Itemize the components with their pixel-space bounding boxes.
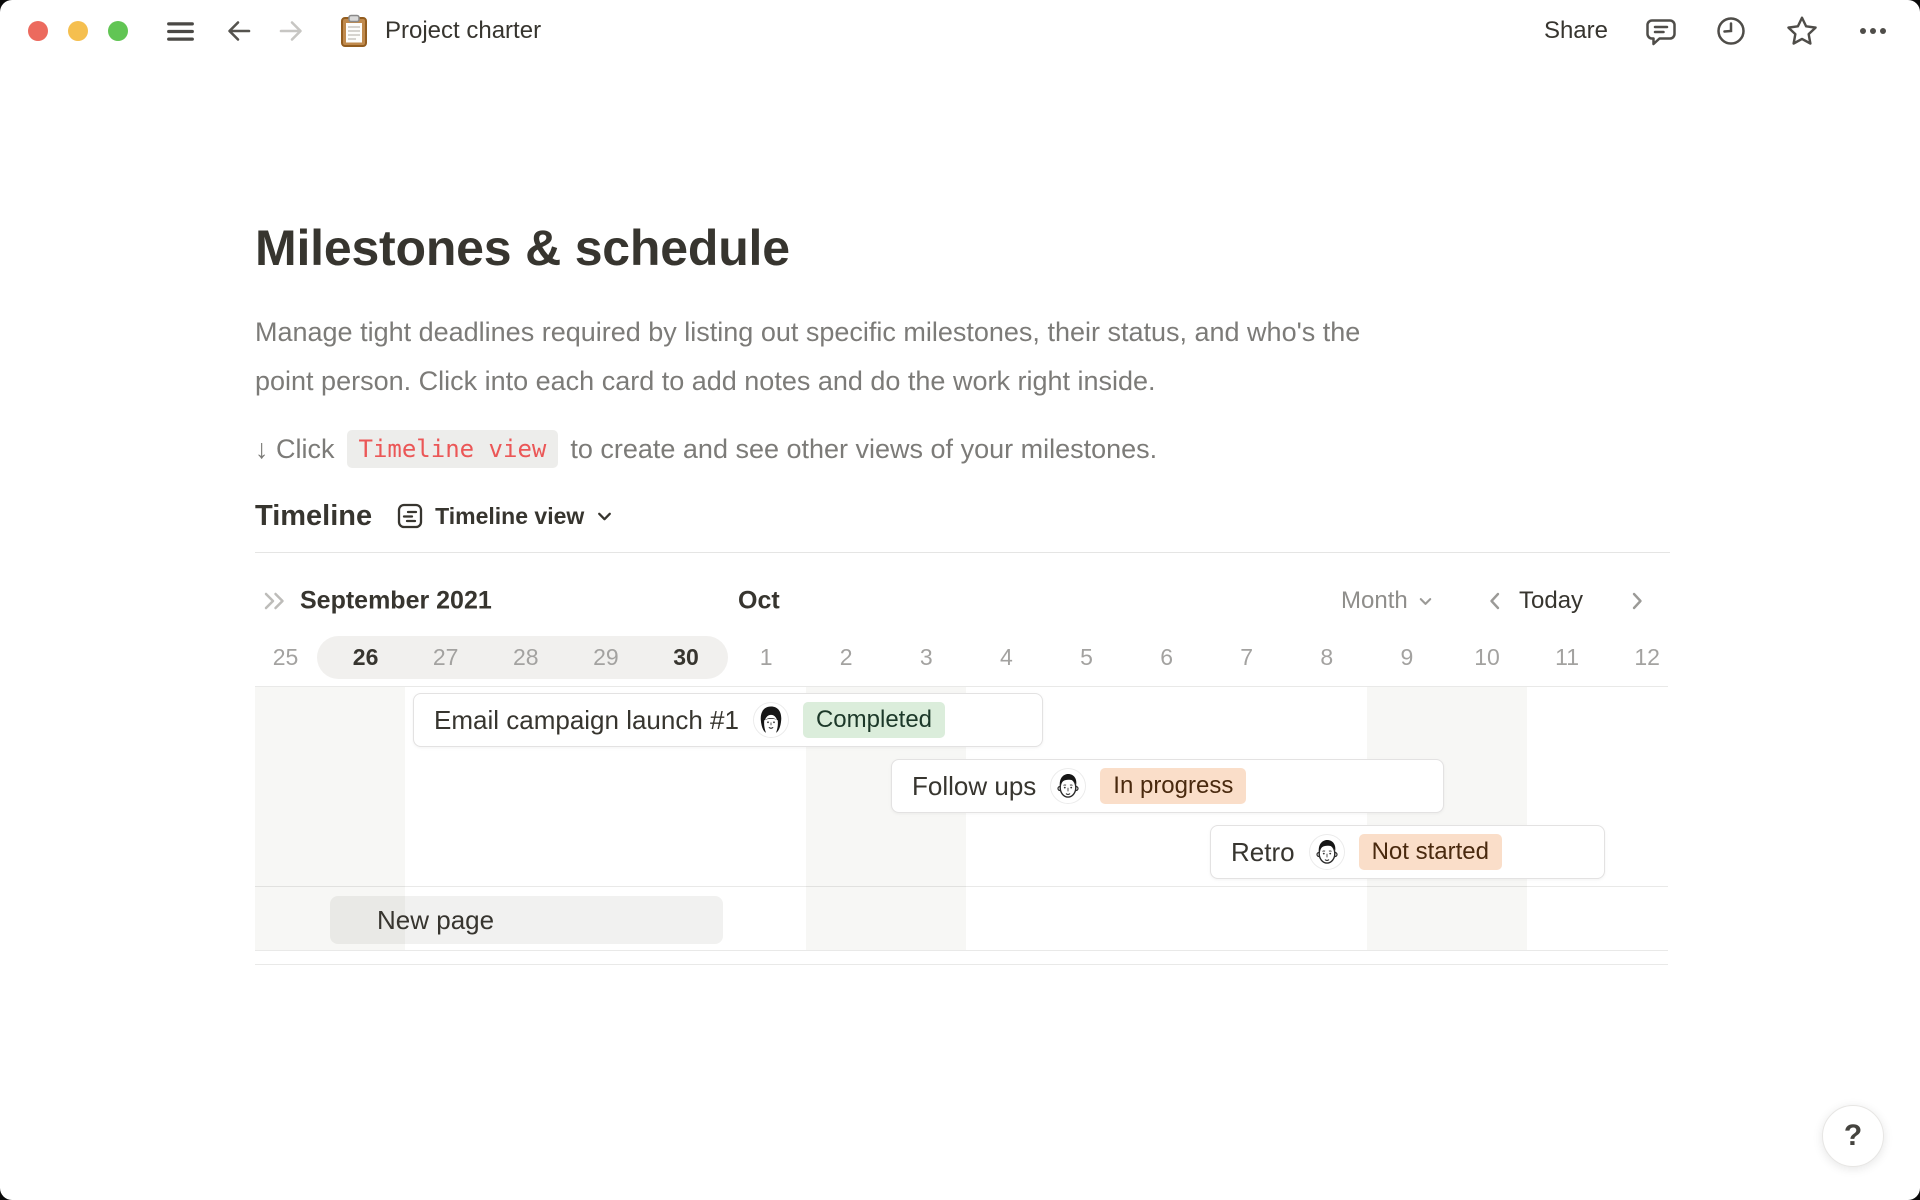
- scale-label: Month: [1341, 587, 1408, 614]
- chevron-left-icon: [1485, 589, 1505, 613]
- window-controls: [28, 21, 128, 41]
- card-title: Email campaign launch #1: [434, 704, 739, 735]
- day-cell[interactable]: 26: [352, 644, 379, 670]
- back-icon: [223, 15, 255, 47]
- forward-button[interactable]: [275, 15, 307, 47]
- selected-week-pill: [317, 636, 728, 679]
- day-cell[interactable]: 25: [272, 644, 299, 670]
- weekend-stripe: [255, 687, 405, 950]
- day-cell[interactable]: 4: [999, 644, 1013, 670]
- view-switcher-button[interactable]: Timeline view: [396, 502, 614, 530]
- comments-button[interactable]: [1644, 14, 1678, 48]
- day-cell[interactable]: 6: [1160, 644, 1173, 670]
- database-header: Timeline Timeline view: [255, 494, 1670, 538]
- timeline-body: Email campaign launch #1 Completed: [255, 686, 1668, 951]
- timeline-next-button[interactable]: [1623, 585, 1651, 617]
- day-cell[interactable]: 10: [1474, 644, 1500, 670]
- zoom-window-button[interactable]: [108, 21, 128, 41]
- timeline-bottom-divider: [255, 964, 1668, 965]
- page-title: Milestones & schedule: [255, 220, 790, 276]
- timeline-next-month-label: Oct: [738, 586, 780, 615]
- page-breadcrumb-title: Project charter: [385, 17, 542, 44]
- weekend-stripe: [1367, 687, 1527, 950]
- comment-icon: [1644, 14, 1678, 48]
- breadcrumb[interactable]: Project charter: [337, 14, 541, 48]
- status-badge: Not started: [1358, 834, 1502, 870]
- hint-suffix: to create and see other views of your mi…: [570, 433, 1158, 464]
- timeline-view-icon: [396, 502, 424, 530]
- inline-code-timeline-view: Timeline view: [346, 430, 559, 468]
- timeline-prev-button[interactable]: [1481, 585, 1509, 617]
- timeline-month-label: September 2021: [300, 586, 492, 615]
- day-cell[interactable]: 9: [1400, 644, 1414, 670]
- view-switcher-label: Timeline view: [435, 502, 585, 529]
- day-cell[interactable]: 3: [919, 644, 933, 670]
- person-avatar-woman: [753, 703, 788, 737]
- day-cell[interactable]: 12: [1634, 644, 1660, 670]
- sidebar-menu-button[interactable]: [164, 15, 197, 48]
- collapse-sidebar-button[interactable]: [255, 584, 293, 618]
- timeline-today-button[interactable]: Today: [1519, 587, 1584, 614]
- timeline-card-email-campaign[interactable]: Email campaign launch #1 Completed: [413, 693, 1043, 747]
- day-cell[interactable]: 5: [1080, 644, 1093, 670]
- chevron-down-icon: [1417, 593, 1434, 610]
- double-chevron-right-icon: [259, 588, 289, 614]
- row-divider: [255, 886, 1668, 887]
- forward-icon: [275, 15, 307, 47]
- timeline-card-retro[interactable]: Retro: [1210, 825, 1605, 879]
- chevron-down-icon: [595, 507, 614, 526]
- favorite-button[interactable]: [1784, 13, 1820, 49]
- person-avatar-man: [1051, 769, 1086, 803]
- status-badge: Completed: [802, 702, 946, 738]
- day-cell[interactable]: 7: [1240, 644, 1254, 670]
- day-cell[interactable]: 27: [432, 644, 459, 670]
- help-button[interactable]: ?: [1822, 1105, 1884, 1167]
- day-cell[interactable]: 30: [673, 644, 699, 670]
- titlebar-actions: Share: [1544, 13, 1890, 49]
- close-window-button[interactable]: [28, 21, 48, 41]
- minimize-window-button[interactable]: [68, 21, 88, 41]
- more-options-button[interactable]: [1856, 14, 1890, 48]
- chevron-right-icon: [1627, 589, 1647, 613]
- day-cell[interactable]: 28: [513, 644, 539, 670]
- day-cell[interactable]: 1: [759, 644, 773, 670]
- day-cell[interactable]: 11: [1555, 644, 1580, 670]
- clipboard-page-icon: [337, 14, 371, 48]
- page-history-button[interactable]: [1714, 14, 1748, 48]
- titlebar: Project charter Share: [0, 0, 1920, 62]
- page-content: Milestones & schedule Manage tight deadl…: [0, 218, 1920, 965]
- hint-prefix: ↓ Click: [255, 433, 335, 464]
- back-button[interactable]: [223, 15, 255, 47]
- timeline-scale-select[interactable]: Month: [1341, 587, 1434, 615]
- card-title: Retro: [1231, 836, 1295, 867]
- new-page-bar[interactable]: New page: [330, 896, 723, 944]
- day-cell[interactable]: 2: [839, 644, 853, 670]
- database-title: Timeline: [255, 499, 373, 532]
- status-badge: In progress: [1100, 768, 1247, 804]
- star-icon: [1784, 13, 1820, 49]
- more-ellipsis-icon: [1856, 14, 1890, 48]
- day-cell[interactable]: 8: [1320, 644, 1334, 670]
- section-divider: [255, 552, 1670, 553]
- day-cell[interactable]: 29: [593, 644, 619, 670]
- page-description: Manage tight deadlines required by listi…: [255, 317, 1361, 396]
- history-clock-icon: [1714, 14, 1748, 48]
- menu-icon: [164, 15, 197, 48]
- card-title: Follow ups: [912, 770, 1037, 801]
- timeline-header: September 2021 Oct Month Today: [255, 573, 1668, 629]
- timeline-card-follow-ups[interactable]: Follow ups: [891, 759, 1444, 813]
- person-avatar-man: [1309, 835, 1344, 869]
- share-button[interactable]: Share: [1543, 17, 1608, 44]
- hint-line: ↓ Click Timeline view to create and see …: [255, 430, 1670, 468]
- timeline-widget: September 2021 Oct Month Today: [255, 573, 1668, 965]
- days-row: 25 26 27 28 29 30 1 2 3 4 5 6 7 8 9 10 11 12: [255, 629, 1668, 686]
